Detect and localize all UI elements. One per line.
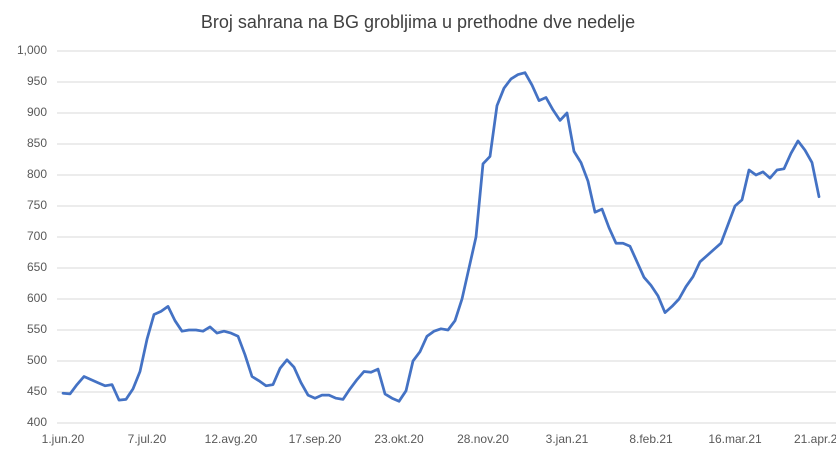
x-tick-label: 16.mar.21 [708,432,762,446]
y-tick-label: 600 [27,291,47,305]
y-tick-label: 800 [27,167,47,181]
y-tick-label: 400 [27,415,47,429]
data-line [61,71,821,403]
y-tick-label: 850 [27,136,47,150]
y-tick-label: 900 [27,105,47,119]
x-tick-label: 28.nov.20 [457,432,509,446]
y-tick-label: 700 [27,229,47,243]
x-tick-label: 8.feb.21 [629,432,673,446]
y-tick-label: 450 [27,384,47,398]
x-tick-label: 23.okt.20 [374,432,424,446]
y-tick-label: 500 [27,353,47,367]
y-tick-label: 650 [27,260,47,274]
y-tick-label: 750 [27,198,47,212]
x-tick-label: 21.apr.21 [794,432,836,446]
y-tick-label: 1,000 [17,43,47,57]
x-tick-label: 17.sep.20 [289,432,342,446]
x-tick-label: 12.avg.20 [205,432,258,446]
y-tick-label: 550 [27,322,47,336]
x-tick-label: 7.jul.20 [128,432,167,446]
x-tick-label: 1.jun.20 [42,432,85,446]
x-tick-label: 3.jan.21 [546,432,589,446]
y-tick-label: 950 [27,74,47,88]
chart-title: Broj sahrana na BG grobljima u prethodne… [201,12,635,32]
